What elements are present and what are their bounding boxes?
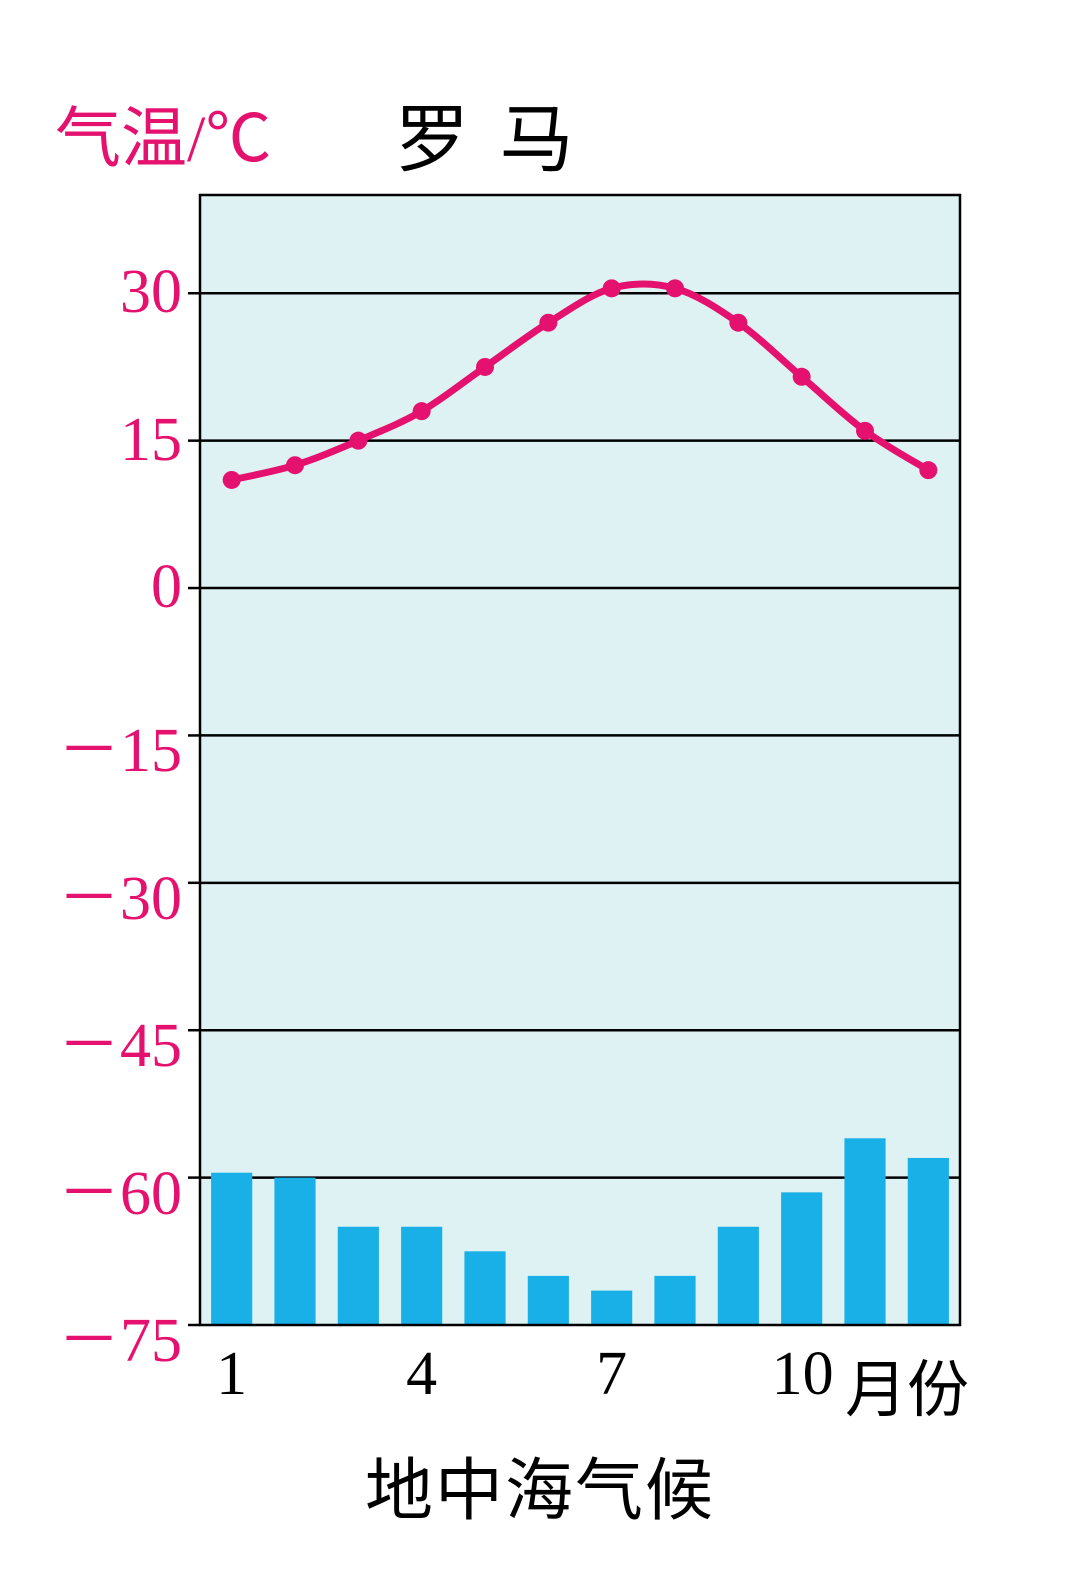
precip-bar [464, 1251, 505, 1325]
plot-area [200, 195, 960, 1325]
temperature-marker [729, 314, 747, 332]
x-tick-label: 4 [392, 1339, 452, 1410]
precip-bar [274, 1178, 315, 1325]
temperature-marker [793, 368, 811, 386]
precip-bar [528, 1276, 569, 1325]
y-tick-label: －60 [58, 1142, 182, 1232]
precip-bar [844, 1138, 885, 1325]
subtitle-text: 地中海气候 [365, 1453, 715, 1529]
temperature-marker [286, 456, 304, 474]
x-tick-label: 1 [202, 1339, 262, 1410]
y-axis-title: 气温/℃ [55, 85, 271, 181]
temperature-marker [349, 432, 367, 450]
temperature-marker [476, 358, 494, 376]
temperature-marker [413, 402, 431, 420]
x-axis-unit: 月份 [845, 1339, 969, 1429]
y-tick-label: －15 [58, 699, 182, 789]
temperature-marker [603, 279, 621, 297]
y-tick-label: 0 [151, 552, 182, 623]
y-tick-label: 15 [120, 405, 182, 476]
x-axis-unit-text: 月份 [845, 1357, 969, 1425]
precip-bar [718, 1227, 759, 1325]
temperature-marker [539, 314, 557, 332]
y-tick-label: －30 [58, 847, 182, 937]
precip-bar [401, 1227, 442, 1325]
x-tick-label: 10 [772, 1339, 832, 1410]
plot-svg [200, 195, 960, 1325]
precip-bar [654, 1276, 695, 1325]
y-axis-title-text: 气温/℃ [55, 103, 271, 176]
precip-bar [591, 1291, 632, 1325]
precip-bar [338, 1227, 379, 1325]
temperature-marker [666, 279, 684, 297]
chart-container: 气温/℃ 罗 马 30 15 0 －15 －30 －45 －60 －75 1 4 7 10 月份 地… [0, 0, 1080, 1574]
y-tick-label: －45 [58, 994, 182, 1084]
chart-title: 罗 马 [395, 80, 580, 187]
precip-bar [781, 1192, 822, 1325]
precip-bar [211, 1173, 252, 1325]
temperature-marker [919, 461, 937, 479]
subtitle: 地中海气候 [0, 1435, 1080, 1534]
y-tick-label: －75 [58, 1289, 182, 1379]
precip-bar [908, 1158, 949, 1325]
x-tick-label: 7 [582, 1339, 642, 1410]
temperature-marker [223, 471, 241, 489]
temperature-marker [856, 422, 874, 440]
y-tick-label: 30 [120, 257, 182, 328]
chart-title-text: 罗 马 [395, 100, 580, 182]
